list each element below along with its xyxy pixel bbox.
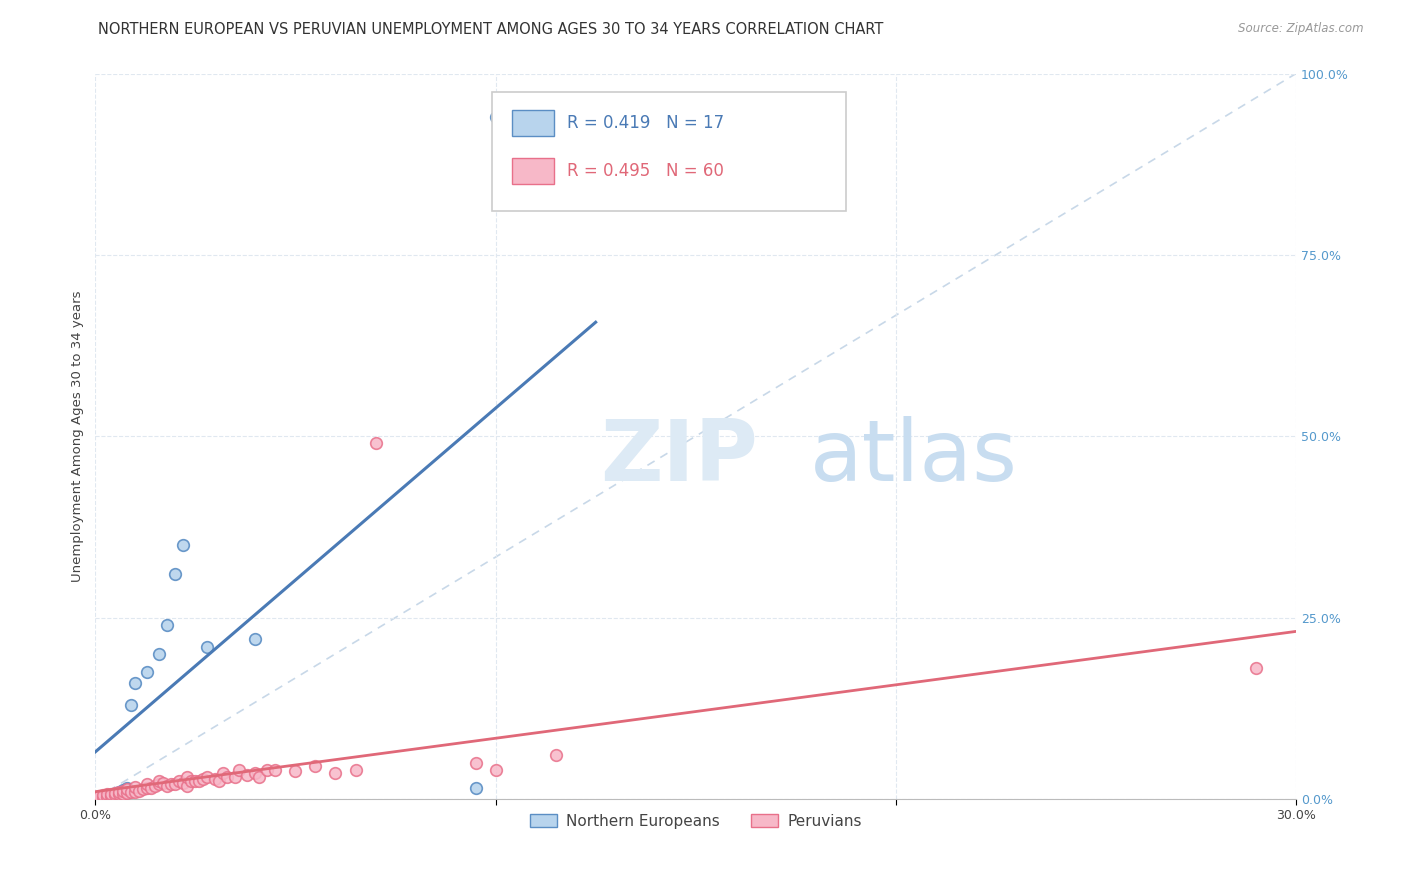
Point <box>544 748 567 763</box>
Point <box>145 779 167 793</box>
Point <box>160 777 183 791</box>
Point <box>104 788 127 802</box>
Point <box>136 780 159 795</box>
Point <box>117 786 139 800</box>
Point <box>100 789 122 803</box>
Point <box>89 790 111 805</box>
Point <box>93 788 115 802</box>
Text: NORTHERN EUROPEAN VS PERUVIAN UNEMPLOYMENT AMONG AGES 30 TO 34 YEARS CORRELATION: NORTHERN EUROPEAN VS PERUVIAN UNEMPLOYME… <box>98 22 884 37</box>
Point <box>245 632 267 647</box>
Point <box>117 782 139 797</box>
Point <box>484 110 506 124</box>
Point <box>148 777 170 791</box>
Point <box>156 780 179 794</box>
Point <box>204 772 226 786</box>
Point <box>197 770 219 784</box>
Point <box>236 768 259 782</box>
Point <box>197 640 219 654</box>
Point <box>172 538 194 552</box>
Text: atlas: atlas <box>810 417 1018 500</box>
Point <box>124 675 146 690</box>
Point <box>249 770 271 784</box>
Point <box>184 773 207 788</box>
Point <box>136 777 159 791</box>
Point <box>96 789 118 804</box>
Point <box>141 780 163 795</box>
Point <box>108 788 131 802</box>
Point <box>128 784 150 798</box>
Point <box>484 763 506 777</box>
Point <box>284 764 307 779</box>
Point <box>224 770 246 784</box>
Point <box>156 617 179 632</box>
Point <box>108 784 131 798</box>
Point <box>152 776 174 790</box>
FancyBboxPatch shape <box>512 110 554 136</box>
Text: Source: ZipAtlas.com: Source: ZipAtlas.com <box>1239 22 1364 36</box>
Point <box>212 766 235 780</box>
Point <box>112 784 135 798</box>
Point <box>193 772 215 786</box>
Point <box>176 770 198 784</box>
Point <box>464 756 486 770</box>
Text: R = 0.495   N = 60: R = 0.495 N = 60 <box>567 162 724 180</box>
Point <box>148 773 170 788</box>
Point <box>124 780 146 795</box>
Point <box>89 789 111 803</box>
Point <box>112 787 135 801</box>
Point <box>100 787 122 801</box>
Point <box>104 786 127 800</box>
Point <box>364 436 387 450</box>
Point <box>124 785 146 799</box>
Point <box>117 780 139 795</box>
Point <box>93 789 115 804</box>
Point <box>120 785 142 799</box>
Point <box>169 773 191 788</box>
Point <box>228 763 250 777</box>
Point <box>217 770 239 784</box>
Point <box>256 763 278 777</box>
Point <box>1244 661 1267 675</box>
Point <box>188 773 211 788</box>
Point <box>208 773 231 788</box>
Point <box>245 766 267 780</box>
Text: R = 0.419   N = 17: R = 0.419 N = 17 <box>567 114 724 132</box>
Point <box>136 665 159 679</box>
Point <box>112 783 135 797</box>
Point <box>176 779 198 793</box>
Text: ZIP: ZIP <box>599 417 758 500</box>
Legend: Northern Europeans, Peruvians: Northern Europeans, Peruvians <box>523 807 868 835</box>
Point <box>89 790 111 805</box>
Point <box>120 698 142 712</box>
Point <box>165 566 187 581</box>
Point <box>165 777 187 791</box>
Point <box>464 780 486 795</box>
FancyBboxPatch shape <box>492 92 846 211</box>
Point <box>148 647 170 661</box>
Point <box>96 788 118 802</box>
Point <box>96 788 118 802</box>
Point <box>172 776 194 790</box>
FancyBboxPatch shape <box>512 159 554 185</box>
Point <box>304 759 326 773</box>
Point <box>108 785 131 799</box>
Point <box>325 766 347 780</box>
Point <box>264 763 287 777</box>
Point <box>180 773 202 788</box>
Point <box>344 763 367 777</box>
Point <box>132 782 155 797</box>
Point <box>104 787 127 801</box>
Y-axis label: Unemployment Among Ages 30 to 34 years: Unemployment Among Ages 30 to 34 years <box>72 291 84 582</box>
